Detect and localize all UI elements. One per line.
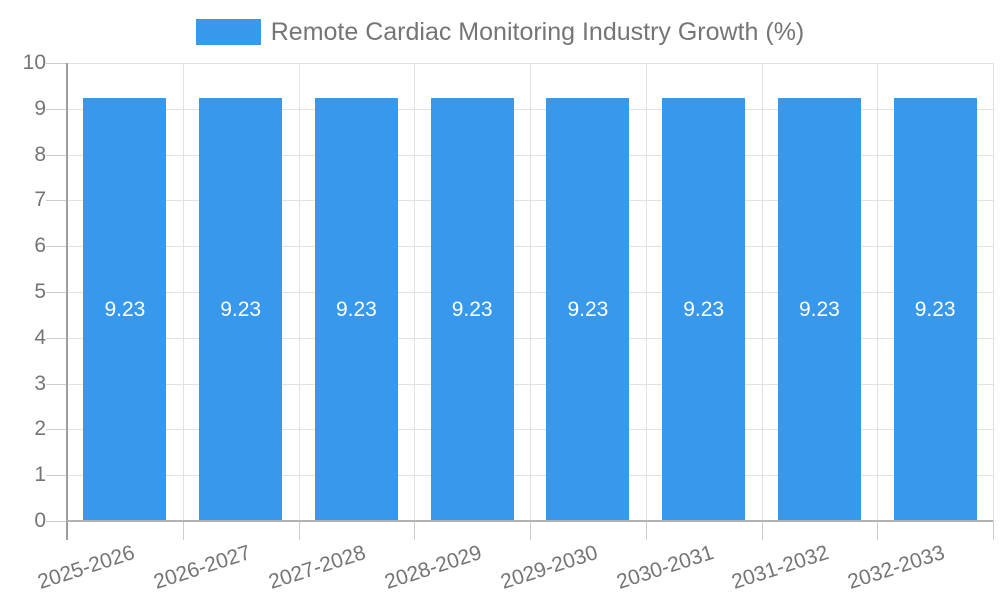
x-gridline — [298, 63, 300, 521]
x-tick-mark — [645, 521, 647, 540]
x-gridline — [182, 63, 184, 521]
y-tick-mark — [46, 475, 67, 477]
x-tick-mark — [877, 521, 879, 540]
x-axis-tick-label: 2026-2027 — [150, 541, 254, 594]
y-axis-tick-label: 3 — [34, 371, 46, 395]
y-axis-tick-label: 9 — [34, 96, 46, 120]
bar-value-label: 9.23 — [335, 297, 377, 321]
y-axis-tick-label: 8 — [34, 142, 46, 166]
y-tick-mark — [46, 292, 67, 293]
legend: Remote Cardiac Monitoring Industry Growt… — [0, 12, 1000, 52]
y-axis-tick-label: 0 — [34, 509, 46, 532]
y-axis-tick-label: 5 — [34, 280, 46, 303]
x-tick-mark — [182, 521, 184, 540]
y-tick-mark — [46, 154, 67, 156]
y-tick-mark — [46, 337, 67, 339]
x-axis-baseline — [67, 520, 993, 522]
y-axis-tick-label: 6 — [34, 234, 46, 258]
y-tick-mark — [46, 63, 67, 64]
x-gridline — [993, 63, 994, 521]
bar-value-label: 9.23 — [683, 297, 725, 321]
bar-value-label: 9.23 — [104, 297, 146, 321]
x-tick-mark — [761, 521, 763, 540]
x-gridline — [414, 63, 416, 521]
x-axis-tick-label: 2025-2026 — [34, 541, 138, 594]
y-tick-mark — [46, 429, 67, 431]
x-gridline — [645, 63, 647, 521]
bar-value-label: 9.23 — [914, 297, 956, 321]
x-gridline — [761, 63, 763, 521]
y-tick-mark — [46, 246, 67, 248]
y-tick-mark — [46, 200, 67, 202]
bar — [199, 98, 283, 521]
x-tick-mark — [414, 521, 416, 540]
x-gridline — [530, 63, 531, 521]
x-axis-tick-label: 2028-2029 — [382, 541, 485, 594]
bar-value-label: 9.23 — [798, 297, 840, 321]
x-axis-tick-label: 2031-2032 — [729, 541, 832, 594]
x-tick-mark — [993, 521, 994, 540]
y-tick-mark — [46, 108, 67, 110]
x-tick-mark — [298, 521, 300, 540]
bar-value-label: 9.23 — [220, 297, 262, 321]
y-axis-line — [66, 63, 68, 540]
x-gridline — [877, 63, 879, 521]
bar — [777, 98, 861, 521]
x-axis-tick-label: 2027-2028 — [266, 541, 369, 594]
bar-value-label: 9.23 — [451, 297, 493, 321]
x-axis-tick-label: 2030-2031 — [613, 541, 717, 594]
bar — [430, 98, 514, 521]
bar — [662, 98, 746, 521]
y-axis-tick-label: 7 — [34, 188, 46, 212]
legend-label: Remote Cardiac Monitoring Industry Growt… — [270, 17, 805, 46]
y-axis-tick-label: 4 — [34, 325, 46, 349]
bar — [314, 98, 398, 521]
y-axis-tick-label: 1 — [34, 463, 46, 487]
bar-value-label: 9.23 — [567, 297, 609, 321]
bar — [546, 98, 630, 521]
y-axis-tick-label: 10 — [22, 51, 46, 74]
x-tick-mark — [530, 521, 531, 540]
y-axis-tick-label: 2 — [34, 417, 46, 441]
x-axis-tick-label: 2029-2030 — [497, 541, 601, 594]
x-axis-tick-label: 2032-2033 — [845, 541, 948, 594]
legend-swatch — [195, 19, 261, 45]
y-tick-mark — [46, 383, 67, 385]
bar — [83, 98, 167, 521]
bar — [893, 98, 977, 521]
y-tick-mark — [46, 521, 67, 522]
